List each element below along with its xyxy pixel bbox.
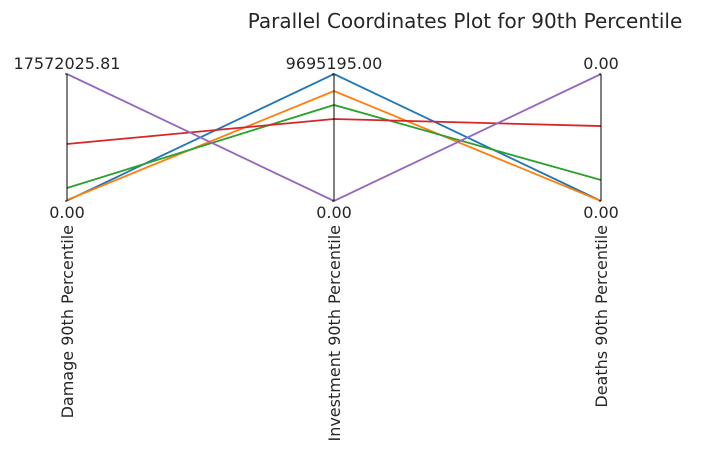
tick-label: 0.00 <box>583 54 619 73</box>
tick-label: 17572025.81 <box>14 54 121 73</box>
tick-label: 9695195.00 <box>286 54 383 73</box>
tick-label: 0.00 <box>316 203 352 222</box>
axis-label: Damage 90th Percentile <box>58 225 77 418</box>
axis-label: Investment 90th Percentile <box>325 225 344 442</box>
chart-title: Parallel Coordinates Plot for 90th Perce… <box>248 9 683 33</box>
tick-label: 0.00 <box>49 203 85 222</box>
axis-label: Deaths 90th Percentile <box>592 225 611 408</box>
tick-label: 0.00 <box>583 203 619 222</box>
